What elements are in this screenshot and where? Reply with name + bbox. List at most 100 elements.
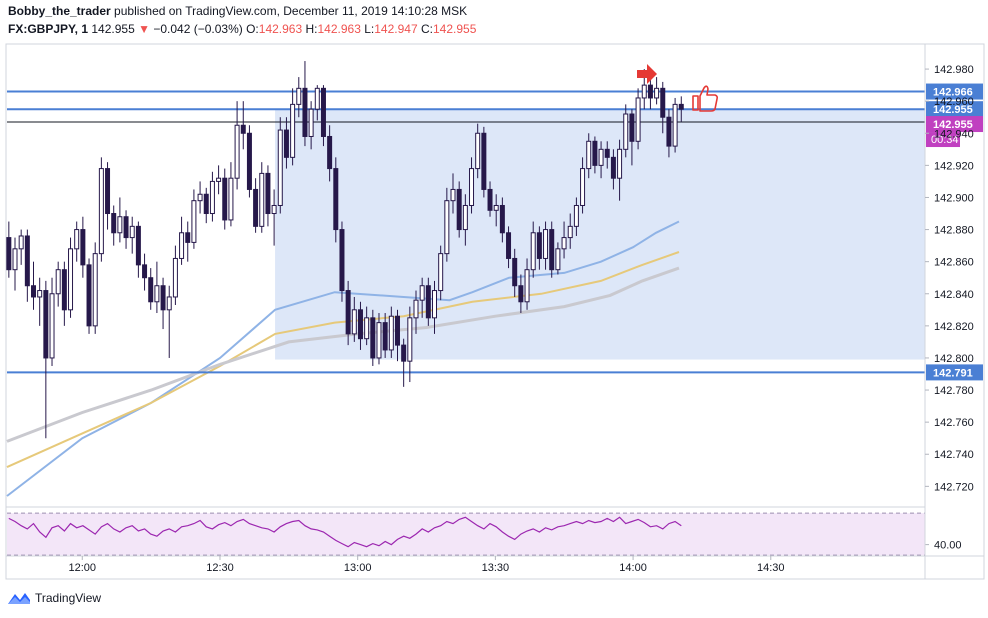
candle (117, 197, 123, 243)
candle-body (617, 148, 623, 179)
candle-body (376, 322, 382, 359)
candle-body (672, 103, 678, 147)
candle-body (456, 188, 462, 231)
candle (74, 221, 80, 262)
candle (629, 109, 635, 166)
candle (425, 277, 431, 326)
candle-body (610, 156, 616, 179)
candle-body (37, 290, 43, 298)
candle-body (481, 132, 487, 190)
candle-body (339, 229, 345, 292)
candle (154, 261, 160, 314)
candle (179, 216, 185, 265)
rsi-band (7, 513, 925, 556)
horizontal-levels[interactable]: 142.966 142.955 142.791 142.955 00:34 (7, 83, 983, 381)
candle-body (573, 204, 579, 227)
candle-body (598, 148, 604, 166)
rsi-pane[interactable]: 40.00 (6, 506, 962, 556)
thumbs-up-icon[interactable] (692, 85, 719, 112)
candle-body (543, 229, 549, 259)
publish-info: Bobby_the_trader published on TradingVie… (8, 4, 467, 18)
author-name[interactable]: Bobby_the_trader (8, 4, 111, 18)
level-label: 142.966 (933, 87, 973, 99)
candle (543, 221, 549, 270)
y-tick-label: 142.860 (934, 257, 974, 269)
open-label: O: (246, 22, 259, 36)
candle (105, 162, 111, 230)
candle (240, 101, 246, 150)
candle-body (475, 132, 481, 170)
candle (586, 133, 592, 179)
candle-body (265, 172, 271, 215)
candle-body (530, 232, 536, 271)
candle-body (123, 216, 129, 239)
candle (462, 194, 468, 246)
symbol-label: FX:GBPJPY, 1 (8, 22, 89, 36)
y-tick-label: 142.800 (934, 353, 974, 365)
candle-body (654, 87, 660, 99)
candle-body (12, 248, 18, 271)
close-label: C: (420, 22, 433, 36)
tradingview-logo[interactable]: TradingView (8, 591, 101, 605)
published-text: published on TradingView.com, December 1… (114, 4, 468, 18)
candle (191, 189, 197, 249)
candle (432, 280, 438, 334)
open-value: 142.963 (258, 22, 303, 36)
candle-body (512, 257, 518, 287)
candle-body (561, 237, 567, 250)
y-tick-label: 142.780 (934, 385, 974, 397)
time-axis[interactable]: 12:00 12:30 13:00 13:30 14:00 14:30 (6, 555, 984, 574)
candle-body (31, 285, 37, 298)
y-tick-label: 142.840 (934, 289, 974, 301)
candlestick-series (6, 61, 684, 439)
x-tick-label: 14:00 (619, 562, 647, 574)
rsi-tick-label: 40.00 (934, 540, 962, 552)
candle-body (154, 285, 160, 303)
arrow-right-icon[interactable] (637, 64, 657, 84)
candle (24, 229, 30, 302)
candle (166, 285, 172, 358)
candle (216, 165, 222, 195)
level-label: 142.955 (933, 104, 973, 116)
candle (320, 85, 326, 147)
candle-body (549, 229, 555, 271)
candle (666, 109, 672, 158)
candle-body (43, 290, 49, 359)
candle (92, 242, 98, 334)
candle-body (185, 232, 191, 243)
candle-body (678, 103, 684, 110)
price-axis[interactable]: 142.980 142.960 142.940 142.920 142.900 142.8… (924, 44, 974, 579)
candle (370, 309, 376, 366)
candle (55, 261, 61, 307)
candle-body (394, 315, 400, 346)
candle (222, 168, 228, 230)
candle (438, 245, 444, 301)
candle-body (271, 204, 277, 215)
candle-body (246, 132, 252, 190)
candle-body (160, 285, 166, 311)
candle-body (580, 168, 586, 206)
candle-body (462, 204, 468, 231)
candle (265, 165, 271, 227)
candle-body (296, 87, 302, 105)
candle (487, 181, 493, 217)
candle (573, 197, 579, 236)
candle (549, 221, 555, 278)
candle-body (469, 168, 475, 206)
candle-body (320, 87, 326, 137)
candle-body (18, 235, 24, 250)
candle-body (592, 140, 598, 166)
candle (6, 221, 12, 278)
candle (148, 268, 154, 310)
ma-mid-line (6, 251, 680, 469)
candle (499, 197, 505, 243)
candle-body (92, 253, 98, 327)
candle (672, 97, 678, 153)
candle (18, 229, 24, 265)
candle-body (419, 285, 425, 301)
candle-body (283, 129, 289, 158)
candle-body (364, 317, 370, 340)
candle-body (117, 216, 123, 234)
last-price-label: 142.955 (933, 119, 973, 131)
